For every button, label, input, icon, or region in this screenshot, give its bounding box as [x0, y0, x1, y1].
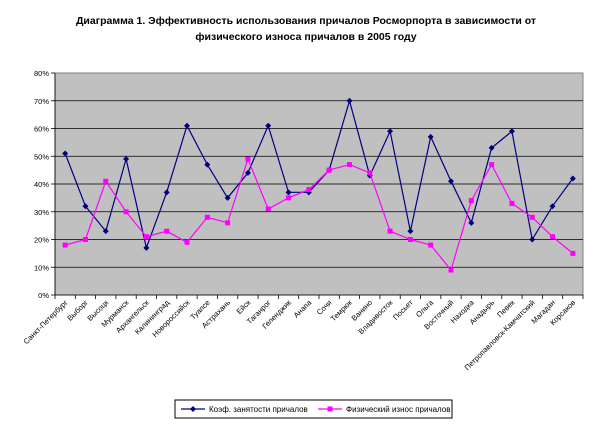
x-tick-label-17: Посьет — [391, 298, 415, 322]
series-1-point-4 — [143, 244, 150, 251]
series-1-point-8 — [224, 194, 231, 201]
y-tick-label-1: 10% — [34, 263, 49, 272]
series-2-point-10 — [265, 206, 271, 212]
series-1-point-17 — [407, 228, 414, 235]
series-2-point-21 — [489, 162, 495, 168]
x-tick-label-1: Выборг — [65, 298, 90, 323]
series-1-point-11 — [285, 189, 292, 196]
chart-title-line-1: Диаграмма 1. Эффективность использования… — [76, 15, 536, 27]
series-lines — [62, 97, 576, 273]
y-tick-label-8: 80% — [34, 69, 49, 78]
legend-series-1-marker — [190, 406, 196, 412]
legend: Коэф. занятости причалов Физический изно… — [174, 399, 453, 419]
series-2-point-5 — [164, 228, 170, 234]
legend-box — [174, 399, 453, 419]
series-2-point-23 — [529, 214, 535, 220]
series-1-point-19 — [448, 178, 454, 185]
series-2-point-15 — [367, 170, 373, 176]
series-2-point-11 — [286, 195, 292, 201]
gridlines — [55, 100, 583, 268]
series-1-point-6 — [184, 122, 190, 129]
y-axis: 0% 10% 20% 30% 40% 50% 60% 70% 80% — [34, 69, 56, 300]
series-1-point-1 — [82, 203, 89, 210]
legend-series-1-label: Коэф. занятости причалов — [209, 405, 308, 414]
series-1-point-20 — [468, 219, 475, 226]
series-2-point-20 — [468, 198, 474, 204]
series-2-point-6 — [184, 239, 190, 245]
series-1-point-16 — [387, 128, 394, 135]
series-1-point-5 — [163, 189, 170, 196]
chart-title-line-2: физического износа причалов в 2005 году — [195, 31, 416, 43]
series-1-point-18 — [427, 133, 434, 140]
series-2-point-14 — [346, 162, 352, 168]
series-2-point-17 — [407, 237, 413, 242]
legend-series-2-label: Физический износ причалов — [346, 405, 451, 414]
series-2-point-3 — [123, 209, 129, 215]
y-tick-label-6: 60% — [34, 125, 49, 134]
series-1-point-21 — [488, 144, 495, 151]
series-2-point-24 — [550, 234, 556, 240]
series-1-point-22 — [508, 128, 515, 135]
series-1-point-3 — [123, 156, 130, 163]
y-tick-label-0: 0% — [38, 291, 49, 300]
series-2-point-8 — [225, 220, 231, 226]
series-2-point-4 — [143, 234, 149, 240]
series-1-point-25 — [569, 175, 576, 182]
series-1-point-9 — [244, 169, 251, 176]
series-2-point-2 — [103, 178, 109, 184]
y-tick-label-3: 30% — [34, 208, 49, 217]
series-2-point-13 — [326, 167, 332, 173]
series-2-point-1 — [82, 237, 88, 242]
series-1-point-0 — [62, 150, 69, 157]
series-1-point-10 — [265, 122, 272, 129]
series-1-point-24 — [549, 203, 556, 210]
series-2-point-18 — [428, 242, 434, 248]
series-2-point-25 — [570, 250, 576, 256]
series-1-line — [64, 98, 574, 250]
x-tick-label-14: Темрюк — [329, 298, 355, 324]
series-2-point-7 — [204, 214, 210, 220]
series-2-point-9 — [245, 156, 251, 162]
series-1-point-23 — [529, 236, 536, 243]
series-2-line — [65, 157, 574, 272]
series-1-point-7 — [204, 161, 211, 168]
y-tick-label-5: 50% — [34, 152, 49, 161]
series-2-point-22 — [509, 200, 515, 206]
y-tick-label-7: 70% — [34, 97, 49, 106]
series-1-point-2 — [102, 228, 109, 235]
y-tick-label-4: 40% — [34, 180, 49, 189]
series-2-point-16 — [387, 228, 393, 234]
y-tick-label-2: 20% — [34, 236, 49, 245]
series-1-point-14 — [346, 97, 353, 104]
series-2-point-12 — [306, 187, 312, 193]
x-tick-label-0: Санкт-Петербург — [22, 298, 70, 346]
series-2-point-19 — [448, 267, 454, 273]
legend-series-2-marker — [327, 406, 333, 412]
x-axis: Санкт-ПетербургВыборгВысоцкМурманскАрхан… — [22, 294, 584, 372]
x-tick-label-12: Анапа — [292, 297, 314, 319]
series-2-point-0 — [62, 242, 68, 248]
